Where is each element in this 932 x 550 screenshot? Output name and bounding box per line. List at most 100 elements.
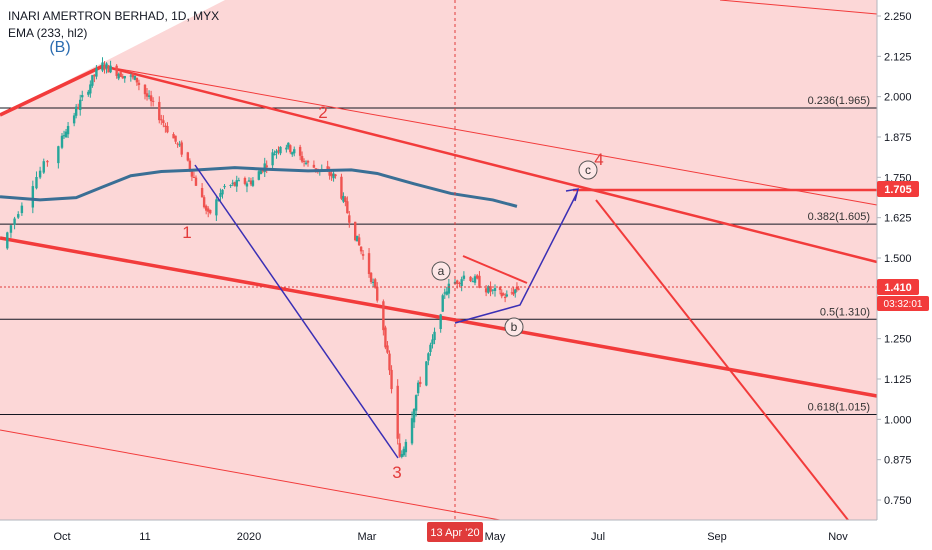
candle-body [200, 187, 204, 198]
candle-body [249, 180, 253, 185]
candle-body [460, 279, 463, 286]
candle-body [219, 193, 222, 197]
candle-body [103, 65, 106, 70]
wave-label-B: (B) [49, 39, 70, 56]
candle-body [162, 120, 165, 124]
candle-body [478, 275, 481, 288]
candle-body [93, 74, 96, 77]
candle-body [133, 75, 137, 80]
candle-body [209, 209, 212, 214]
x-tick-label: Nov [828, 531, 848, 543]
candle-body [458, 282, 461, 284]
candle-body [257, 171, 261, 180]
candle-body [289, 145, 292, 153]
x-tick-label: May [485, 531, 506, 543]
y-tick-label: 0.750 [884, 495, 912, 507]
candle-body [221, 189, 224, 195]
ema-indicator-label[interactable]: EMA (233, hl2) [8, 26, 88, 40]
y-tick-label: 2.250 [884, 11, 912, 23]
candle-body [194, 177, 198, 186]
candle-body [180, 142, 183, 155]
candle-body [357, 237, 361, 246]
x-tick-label: Jul [591, 531, 605, 543]
candle-body [300, 156, 304, 162]
candle-body [512, 292, 515, 295]
y-tick-label: 2.000 [884, 92, 912, 104]
candle-body [306, 161, 310, 163]
candle-body [361, 254, 365, 256]
target-price-tag: 1.705 [877, 181, 919, 197]
date-highlight-tag: 13 Apr '20 [427, 522, 483, 542]
candle-body [229, 184, 232, 186]
candle-body [105, 63, 108, 69]
candle-body [410, 418, 414, 444]
wave-label-2: 2 [318, 103, 327, 122]
candle-body [91, 75, 94, 86]
candle-body [355, 235, 359, 242]
y-tick-label: 1.125 [884, 374, 912, 386]
candle-body [502, 294, 505, 296]
candle-body [376, 286, 379, 301]
wave-label-c-circle [578, 160, 598, 180]
candle-body [62, 135, 66, 137]
wave-label-b: b [511, 320, 518, 334]
last-price-tag: 1.410 [877, 279, 919, 295]
candle-body [342, 195, 345, 202]
candle-body [137, 82, 141, 85]
candle-body [367, 253, 371, 275]
candle-body [35, 176, 38, 189]
ema-233-line [0, 166, 518, 208]
candle-body [95, 68, 98, 77]
candle-body [158, 101, 161, 121]
y-tick-label: 0.875 [884, 455, 912, 467]
candle-body [231, 182, 234, 184]
candle-body [348, 215, 351, 223]
candle-body [271, 152, 274, 166]
candle-body [38, 170, 42, 178]
candle-body [74, 106, 78, 116]
fib-label: 0.382(1.605) [808, 211, 870, 223]
wave-label-c: c [585, 163, 591, 177]
candle-body [215, 199, 218, 216]
y-tick-label: 1.625 [884, 213, 912, 225]
candle-body [117, 73, 120, 79]
candle-body [287, 142, 290, 148]
candle-body [233, 182, 236, 186]
candle-body [396, 385, 399, 439]
candle-body [390, 369, 393, 390]
candle-body [293, 149, 296, 154]
candle-body [491, 289, 494, 291]
symbol-title[interactable]: INARI AMERTRON BERHAD, 1D, MYX [8, 9, 220, 23]
candle-body [243, 178, 247, 184]
candle-body [13, 218, 16, 225]
candle-body [31, 186, 35, 208]
trend-line [102, 65, 878, 206]
candle-body [235, 180, 238, 187]
candle-body [101, 62, 104, 71]
candle-body [121, 76, 124, 79]
price-axis[interactable] [877, 0, 932, 520]
candle-body [145, 93, 149, 97]
candle-body [429, 344, 432, 353]
candle-body [517, 288, 520, 290]
candle-body [119, 72, 122, 77]
candle-body [273, 154, 276, 156]
candle-body [143, 84, 147, 95]
candle-body [514, 289, 517, 294]
candle-body [178, 144, 181, 146]
trend-line [462, 255, 528, 284]
fib-label: 0.236(1.965) [808, 95, 870, 107]
candle-body [151, 100, 155, 102]
x-tick-label: Sep [707, 531, 727, 543]
trend-line [0, 429, 501, 521]
candle-body [400, 453, 403, 457]
candle-body [473, 276, 477, 283]
candle-body [60, 135, 64, 148]
candle-body [326, 166, 329, 171]
candle-body [332, 173, 335, 179]
candle-body [384, 327, 387, 348]
candle-body [302, 160, 306, 162]
svg-text:1.705: 1.705 [884, 184, 912, 196]
